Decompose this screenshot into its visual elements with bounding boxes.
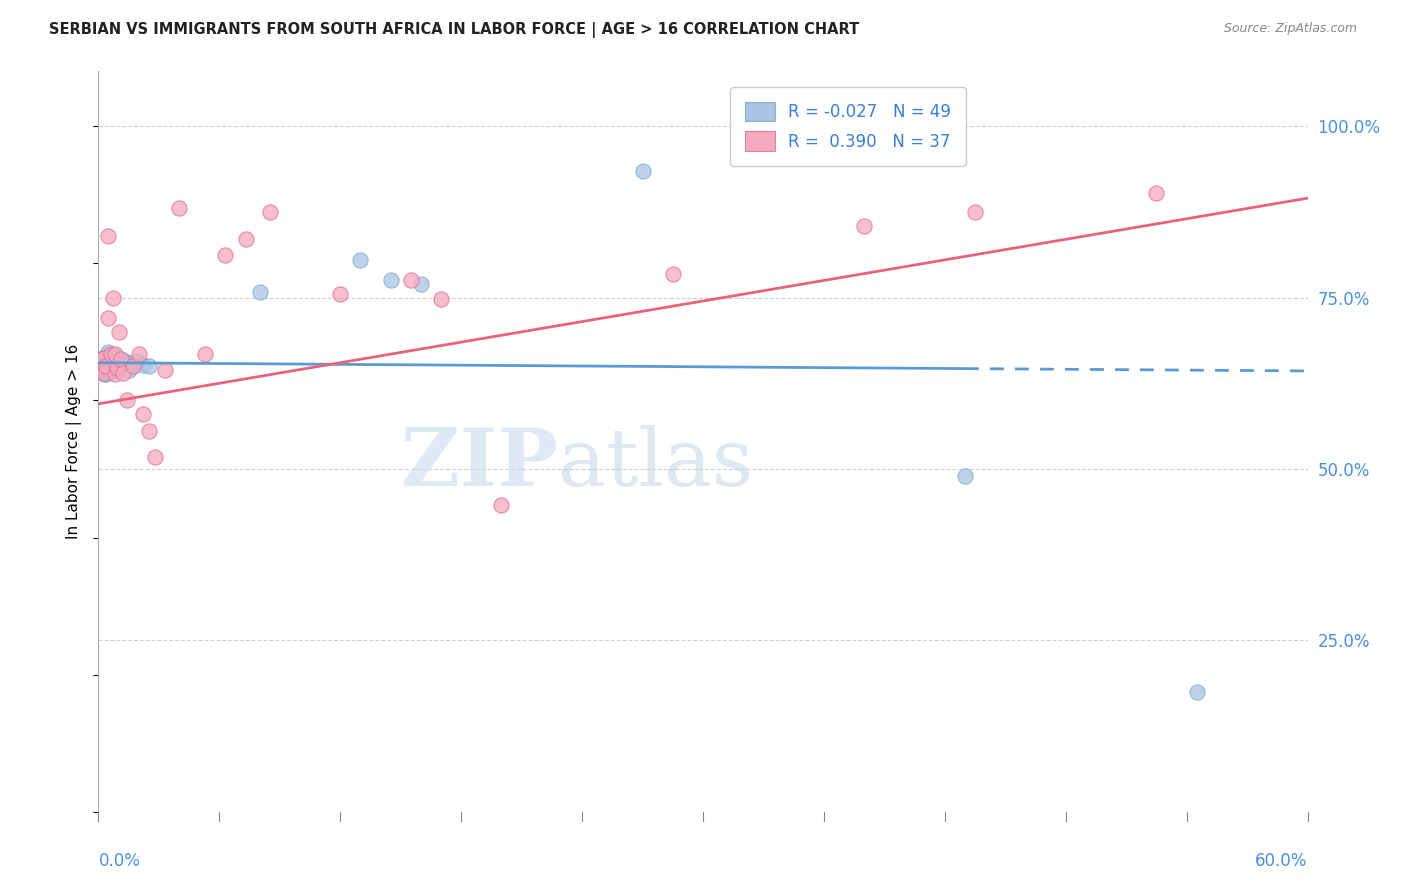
Point xyxy=(853,219,876,233)
Point xyxy=(430,292,453,306)
Point xyxy=(89,356,111,370)
Point xyxy=(953,468,976,483)
Point xyxy=(103,347,125,361)
Text: atlas: atlas xyxy=(558,425,754,503)
Point xyxy=(96,359,118,373)
Point xyxy=(121,359,143,373)
Point xyxy=(93,351,115,365)
Point xyxy=(91,352,114,367)
Point xyxy=(349,252,371,267)
Point xyxy=(380,273,402,287)
Point xyxy=(115,393,138,408)
Point xyxy=(167,202,190,216)
Point xyxy=(100,365,122,379)
Legend: R = -0.027   N = 49, R =  0.390   N = 37: R = -0.027 N = 49, R = 0.390 N = 37 xyxy=(730,87,966,166)
Point xyxy=(115,356,138,370)
Point xyxy=(105,360,128,375)
Point xyxy=(96,359,118,373)
Point xyxy=(97,360,120,375)
Point xyxy=(121,359,143,373)
Point xyxy=(96,368,118,382)
Point xyxy=(107,325,129,339)
Point xyxy=(125,353,148,368)
Point xyxy=(101,291,124,305)
Point xyxy=(105,351,128,365)
Point xyxy=(1185,685,1208,699)
Point xyxy=(235,232,257,246)
Point xyxy=(128,347,150,361)
Point xyxy=(97,228,120,243)
Point xyxy=(93,353,115,368)
Point xyxy=(93,366,115,380)
Point xyxy=(399,273,422,287)
Point xyxy=(89,356,111,370)
Point xyxy=(214,248,236,262)
Point xyxy=(103,356,125,370)
Point xyxy=(93,366,115,380)
Point xyxy=(100,358,122,372)
Point xyxy=(89,359,111,373)
Point xyxy=(100,353,122,368)
Point xyxy=(93,362,115,376)
Point xyxy=(93,358,115,372)
Point xyxy=(91,356,114,370)
Point xyxy=(409,277,432,291)
Point xyxy=(93,351,115,365)
Y-axis label: In Labor Force | Age > 16: In Labor Force | Age > 16 xyxy=(66,344,83,539)
Point xyxy=(100,349,122,363)
Point xyxy=(965,205,987,219)
Point xyxy=(143,450,166,464)
Point xyxy=(96,362,118,376)
Point xyxy=(111,366,134,380)
Point xyxy=(661,267,683,281)
Point xyxy=(96,353,118,368)
Point xyxy=(101,351,124,365)
Point xyxy=(103,349,125,363)
Point xyxy=(138,359,160,373)
Point xyxy=(97,356,120,370)
Point xyxy=(249,285,271,299)
Point xyxy=(101,360,124,375)
Point xyxy=(110,352,132,367)
Text: SERBIAN VS IMMIGRANTS FROM SOUTH AFRICA IN LABOR FORCE | AGE > 16 CORRELATION CH: SERBIAN VS IMMIGRANTS FROM SOUTH AFRICA … xyxy=(49,22,859,38)
Text: Source: ZipAtlas.com: Source: ZipAtlas.com xyxy=(1223,22,1357,36)
Point xyxy=(89,352,111,367)
Text: 60.0%: 60.0% xyxy=(1256,853,1308,871)
Point xyxy=(329,287,352,301)
Point xyxy=(118,362,141,376)
Point xyxy=(91,359,114,373)
Point xyxy=(89,360,111,375)
Point xyxy=(97,345,120,359)
Point xyxy=(153,362,176,376)
Text: 0.0%: 0.0% xyxy=(98,853,141,871)
Point xyxy=(132,407,155,421)
Point xyxy=(110,353,132,368)
Point xyxy=(107,352,129,367)
Point xyxy=(138,424,160,438)
Point xyxy=(96,349,118,363)
Point xyxy=(91,352,114,367)
Point xyxy=(259,205,281,219)
Point xyxy=(101,356,124,370)
Point xyxy=(91,359,114,373)
Point xyxy=(97,311,120,326)
Point xyxy=(93,368,115,382)
Text: ZIP: ZIP xyxy=(401,425,558,503)
Point xyxy=(1146,186,1168,201)
Point xyxy=(194,347,217,361)
Point xyxy=(132,358,155,372)
Point xyxy=(100,347,122,361)
Point xyxy=(97,351,120,365)
Point xyxy=(103,368,125,382)
Point xyxy=(107,359,129,373)
Point xyxy=(631,163,654,178)
Point xyxy=(114,353,136,368)
Point xyxy=(91,360,114,375)
Point xyxy=(491,498,513,512)
